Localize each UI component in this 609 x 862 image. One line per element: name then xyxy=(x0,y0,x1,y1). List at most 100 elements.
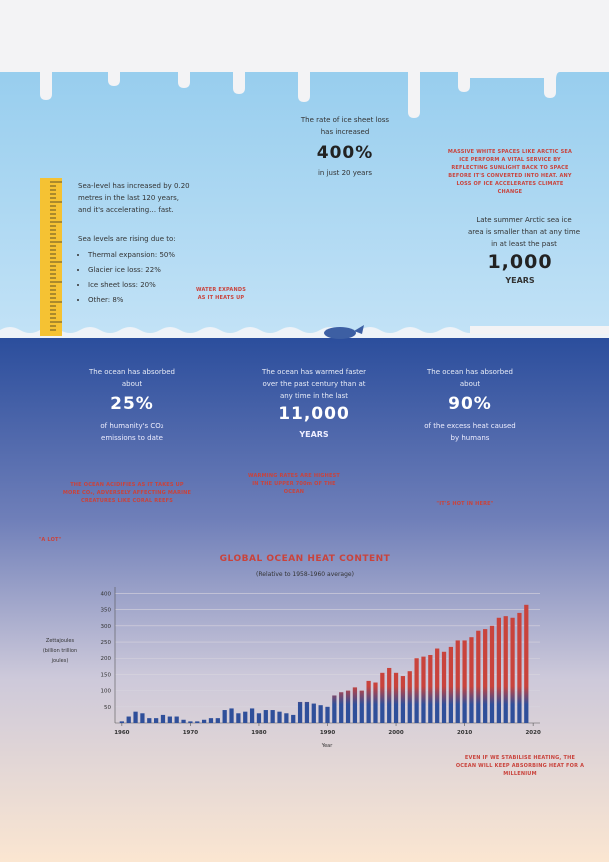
bar xyxy=(414,658,419,723)
ocean-note: THE OCEAN ACIDIFIES AS IT TAKES UP MORE … xyxy=(62,482,192,504)
bar xyxy=(435,648,440,723)
y-tick-label: 50 xyxy=(104,705,111,711)
bar xyxy=(524,604,529,723)
y-tick-label: 200 xyxy=(101,656,112,662)
bar xyxy=(373,682,378,723)
arctic-text: Late summer Arctic sea ice area is small… xyxy=(468,216,581,248)
ocean-pre: The ocean has absorbed about xyxy=(427,368,513,388)
ice-text: The rate of ice sheet loss has increased xyxy=(300,116,390,136)
bar xyxy=(243,711,248,723)
bar xyxy=(359,690,364,723)
bar xyxy=(304,701,310,723)
cause: Glacier ice loss: 22% xyxy=(88,266,198,274)
bar xyxy=(469,637,474,723)
ocean-stat: 11,000 xyxy=(278,404,350,424)
bar xyxy=(517,612,522,723)
ocean-note: WARMING RATES ARE HIGHEST IN THE UPPER 7… xyxy=(247,473,340,495)
waves xyxy=(0,327,609,338)
arctic-unit: YEARS xyxy=(505,276,535,285)
bar xyxy=(393,672,399,723)
bar xyxy=(462,640,467,723)
ocean xyxy=(0,335,609,862)
bar xyxy=(208,718,214,723)
bar xyxy=(311,703,316,723)
bar xyxy=(154,718,159,723)
bar xyxy=(441,651,447,723)
bar xyxy=(140,713,145,723)
ice-sub: in just 20 years xyxy=(317,169,372,177)
bar xyxy=(133,711,138,723)
bar xyxy=(476,630,481,723)
causes: Thermal expansion: 50% Glacier ice loss: … xyxy=(78,251,198,311)
bar xyxy=(222,710,227,723)
ice-stat: 400% xyxy=(316,143,374,163)
bar xyxy=(421,656,426,723)
sea-ice xyxy=(470,326,609,334)
y-tick-label: 250 xyxy=(101,640,112,646)
x-tick-label: 1990 xyxy=(320,730,335,736)
bar xyxy=(291,714,296,723)
whale xyxy=(324,327,356,339)
chart-subtitle: (Relative to 1958-1960 average) xyxy=(256,571,354,578)
bar xyxy=(181,719,186,723)
causes-list: Thermal expansion: 50% Glacier ice loss: … xyxy=(78,251,198,304)
bar xyxy=(387,667,392,723)
bar xyxy=(345,690,351,723)
bar xyxy=(284,713,289,723)
cause: Thermal expansion: 50% xyxy=(88,251,198,259)
ocean-post: of the excess heat caused by humans xyxy=(424,422,516,442)
ruler xyxy=(40,178,62,336)
ocean-pre: The ocean has warmed faster over the pas… xyxy=(261,368,367,400)
ocean-note: "IT'S HOT IN HERE" xyxy=(436,501,494,507)
y-tick-label: 150 xyxy=(101,672,112,678)
bar xyxy=(366,680,371,723)
chart-title: GLOBAL OCEAN HEAT CONTENT xyxy=(219,554,391,564)
bar xyxy=(201,719,207,723)
bar xyxy=(160,714,166,723)
x-tick-label: 2020 xyxy=(525,730,540,736)
bar xyxy=(489,625,495,723)
bar xyxy=(126,716,131,723)
a-lot-note: "A LOT" xyxy=(38,537,62,543)
water-note: WATER EXPANDS AS IT HEATS UP xyxy=(195,287,247,301)
causes-title: Sea levels are rising due to: xyxy=(78,235,176,243)
bar xyxy=(510,617,515,723)
bar xyxy=(249,708,255,723)
y-tick-label: 100 xyxy=(101,689,112,695)
ocean-stat: 25% xyxy=(110,394,154,414)
bar xyxy=(215,718,220,723)
cause: Other: 8% xyxy=(88,296,198,304)
arctic-stat: 1,000 xyxy=(487,251,553,273)
ice-drips xyxy=(0,0,609,118)
bar xyxy=(188,721,193,723)
ocean-post: of humanity's CO₂ emissions to date xyxy=(100,422,164,442)
cause: Ice sheet loss: 20% xyxy=(88,281,198,289)
bar xyxy=(339,692,344,723)
bar xyxy=(263,710,268,723)
y-tick-label: 350 xyxy=(101,608,112,614)
y-tick-label: 300 xyxy=(101,624,112,630)
bar xyxy=(277,711,282,723)
bar xyxy=(352,687,358,723)
ocean-pre: The ocean has absorbed about xyxy=(89,368,175,388)
bar xyxy=(174,716,179,723)
bar xyxy=(297,701,303,723)
bar xyxy=(407,671,412,723)
bar xyxy=(380,672,385,723)
x-tick-label: 2010 xyxy=(457,730,472,736)
sea-level-text: Sea-level has increased by 0.20 metres i… xyxy=(78,182,190,214)
bar xyxy=(428,655,433,723)
bar xyxy=(147,718,152,723)
bar xyxy=(270,710,275,723)
bar xyxy=(400,676,406,723)
arctic-note: MASSIVE WHITE SPACES LIKE ARCTIC SEA ICE… xyxy=(447,149,573,195)
bar xyxy=(256,713,262,723)
bar xyxy=(318,705,323,723)
x-tick-label: 2000 xyxy=(388,730,403,736)
bar xyxy=(332,695,337,723)
bar xyxy=(448,646,454,723)
x-axis-label: Year xyxy=(321,743,333,749)
